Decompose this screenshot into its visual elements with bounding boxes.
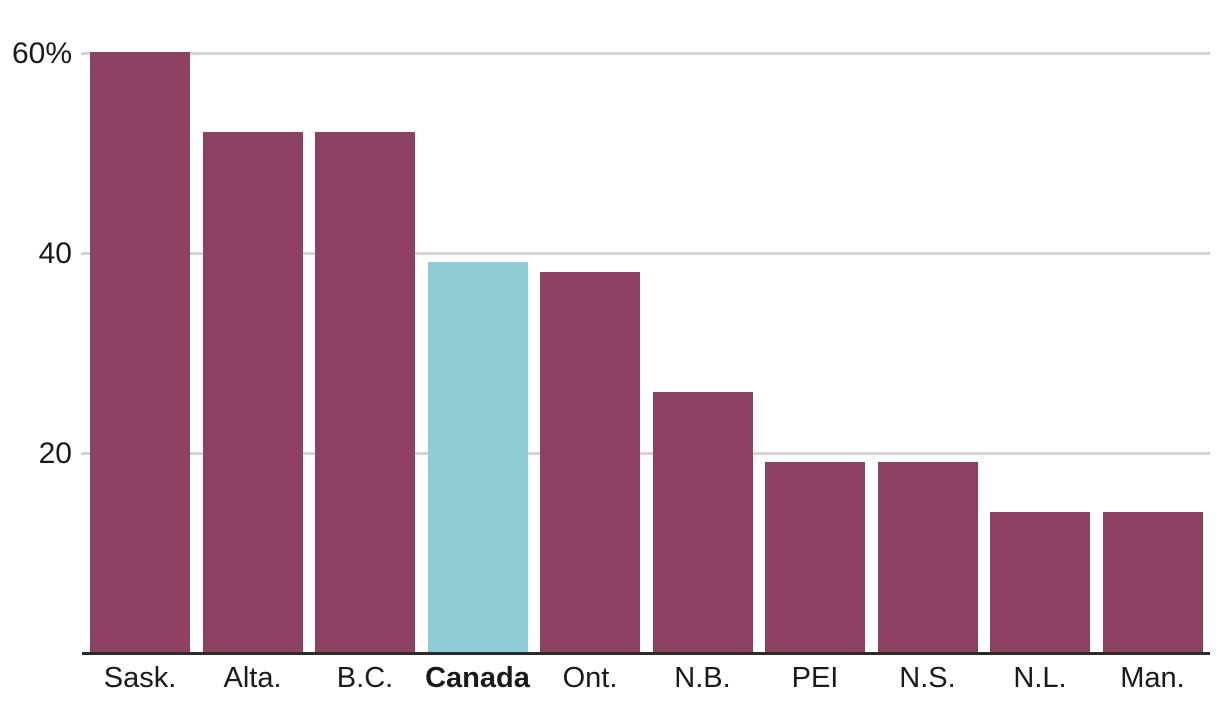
- bar-n-l: [990, 512, 1090, 652]
- bar-b-c: [315, 132, 415, 652]
- x-axis-label-ont: Ont.: [562, 662, 618, 694]
- bar-n-b: [652, 392, 753, 652]
- y-axis-tick-label-40: 40: [38, 237, 72, 270]
- x-axis-line: [82, 652, 1210, 655]
- bar-canada: [427, 262, 528, 652]
- bar-man: [1102, 512, 1203, 652]
- bar-alta: [202, 132, 303, 652]
- x-axis-label-alta: Alta.: [223, 662, 282, 694]
- x-axis-label-n-s: N.S.: [899, 662, 956, 694]
- gridline-40: [81, 252, 1210, 255]
- gridline-20: [81, 452, 1210, 455]
- x-axis-label-pei: PEI: [791, 662, 839, 694]
- x-axis-label-canada: Canada: [425, 662, 530, 694]
- gridline-60: [81, 52, 1210, 55]
- x-axis-label-n-l: N.L.: [1013, 662, 1067, 694]
- bar-n-s: [877, 462, 978, 652]
- bar-sask: [90, 52, 190, 652]
- y-axis-tick-label-60: 60%: [11, 37, 72, 70]
- bar-pei: [765, 462, 865, 652]
- x-axis-label-b-c: B.C.: [336, 662, 394, 694]
- bar-ont: [540, 272, 640, 652]
- x-axis-label-man: Man.: [1120, 662, 1185, 694]
- y-axis-tick-label-20: 20: [38, 437, 72, 470]
- x-axis-label-sask: Sask.: [103, 662, 177, 694]
- x-axis-label-n-b: N.B.: [674, 662, 731, 694]
